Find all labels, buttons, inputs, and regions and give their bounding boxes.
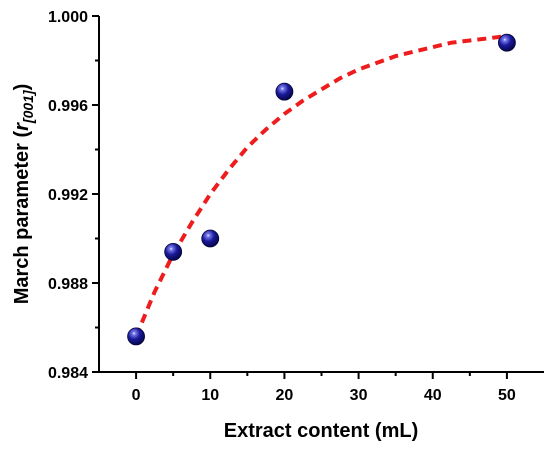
y-axis-title-var: r (11, 122, 33, 131)
y-tick-label: 0.984 (48, 365, 88, 382)
x-tick-label: 10 (201, 387, 219, 404)
x-tick-label: 30 (350, 387, 368, 404)
y-tick-label: 0.988 (48, 276, 88, 293)
x-axis-title: Extract content (mL) (224, 420, 418, 442)
x-ticks: 0 10 20 30 40 50 (132, 372, 516, 404)
y-axis-title-sub: [001] (20, 89, 36, 124)
y-tick-label: 0.996 (48, 98, 88, 115)
x-tick-label: 0 (132, 387, 141, 404)
y-ticks: 0.984 0.988 0.992 0.996 1.000 (48, 9, 99, 382)
y-axis-title-main: March parameter ( (11, 131, 33, 305)
fit-layer (134, 34, 508, 338)
x-tick-label: 40 (424, 387, 442, 404)
data-point (164, 242, 183, 261)
points-layer (127, 33, 516, 346)
y-tick-label: 1.000 (48, 9, 88, 26)
y-axis-title: March parameter (r[001]) (11, 84, 36, 305)
data-point (498, 33, 516, 52)
data-point (275, 82, 294, 101)
y-tick-label: 0.992 (48, 187, 88, 204)
x-tick-label: 20 (276, 387, 294, 404)
data-point (201, 229, 220, 248)
fit-curve (134, 34, 508, 338)
x-tick-label: 50 (498, 387, 516, 404)
axes (98, 16, 544, 373)
data-point (127, 327, 145, 346)
y-axis-title-close: ) (11, 84, 33, 91)
